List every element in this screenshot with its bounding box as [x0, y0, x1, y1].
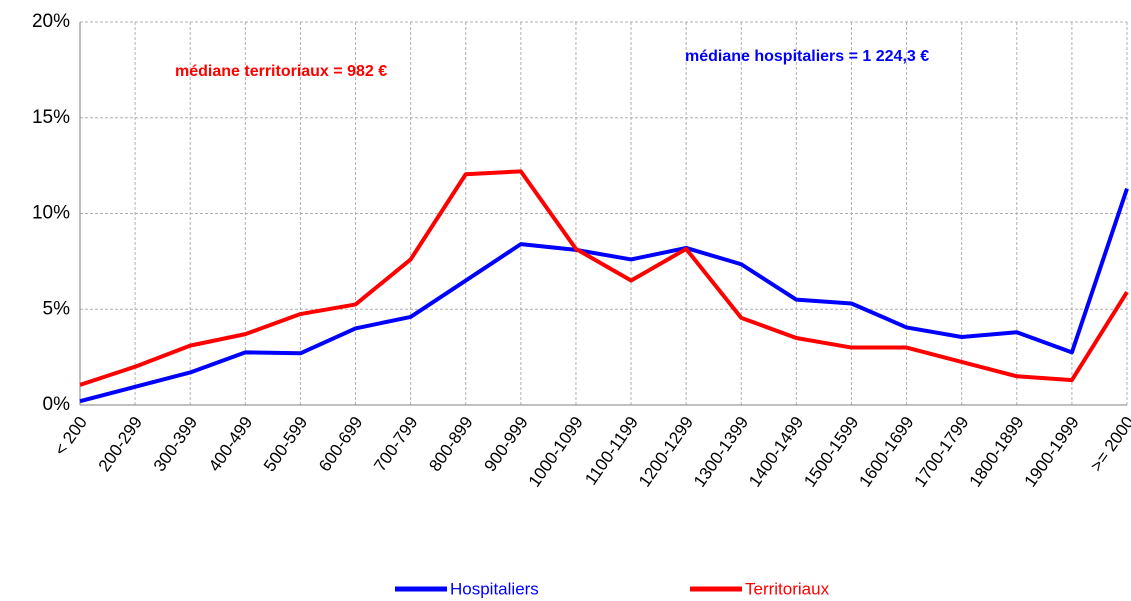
legend-label: Territoriaux — [745, 579, 830, 598]
x-tick-label: >= 2000 — [1087, 413, 1131, 475]
x-tick-label: 1600-1699 — [855, 413, 917, 491]
y-tick-label: 15% — [32, 107, 70, 128]
x-tick-label: 300-399 — [150, 413, 201, 475]
x-tick-label: < 200 — [51, 413, 91, 459]
y-tick-label: 10% — [32, 203, 70, 224]
x-tick-label: 800-899 — [425, 413, 476, 475]
x-tick-label: 400-499 — [205, 413, 256, 475]
x-tick-label: 1000-1099 — [525, 413, 587, 491]
x-tick-label: 700-799 — [370, 413, 421, 475]
annotation: médiane hospitaliers = 1 224,3 € — [685, 48, 929, 65]
x-tick-label: 1500-1599 — [800, 413, 862, 491]
x-tick-label: 1800-1899 — [966, 413, 1028, 491]
x-tick-label: 500-599 — [260, 413, 311, 475]
x-tick-label: 1100-1199 — [581, 413, 642, 488]
x-tick-label: 1300-1399 — [690, 413, 752, 491]
annotation: médiane territoriaux = 982 € — [175, 63, 387, 80]
y-tick-label: 5% — [43, 298, 71, 319]
x-tick-label: 1200-1299 — [635, 413, 697, 491]
x-tick-label: 200-299 — [95, 413, 146, 475]
data-line — [79, 187, 1129, 404]
y-tick-label: 20% — [32, 11, 70, 32]
x-tick-label: 900-999 — [480, 413, 531, 475]
x-tick-label: 1400-1499 — [745, 413, 807, 491]
x-tick-label: 1700-1799 — [910, 413, 972, 491]
legend-label: Hospitaliers — [450, 579, 539, 598]
data-line — [79, 169, 1129, 387]
x-tick-label: 600-699 — [315, 413, 366, 475]
y-tick-label: 0% — [43, 394, 71, 415]
x-tick-label: 1900-1999 — [1021, 413, 1083, 491]
